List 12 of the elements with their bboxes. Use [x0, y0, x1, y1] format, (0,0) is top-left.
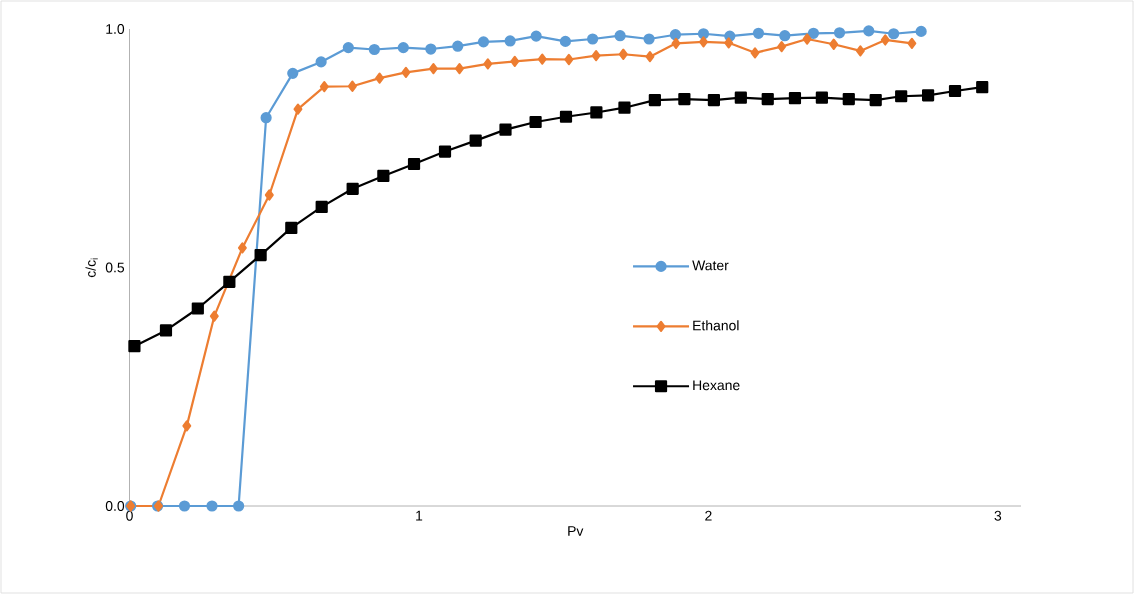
y-tick-label: 1.0: [106, 24, 125, 34]
legend-label: Hexane: [693, 380, 740, 391]
y-axis-title: c/c$_{i}$: [85, 258, 98, 278]
x-tick-label: 3: [994, 510, 1002, 521]
y-tick-label: 0.5: [105, 262, 125, 273]
x-axis-title: Pv: [568, 526, 584, 536]
x-tick-label: 0: [126, 510, 133, 521]
x-tick-label: 2: [705, 510, 712, 521]
y-tick-label: 0.0: [105, 501, 125, 511]
legend-label: Water: [692, 260, 729, 271]
x-tick-label: 1: [416, 510, 423, 521]
legend-label: Ethanol: [693, 320, 739, 331]
